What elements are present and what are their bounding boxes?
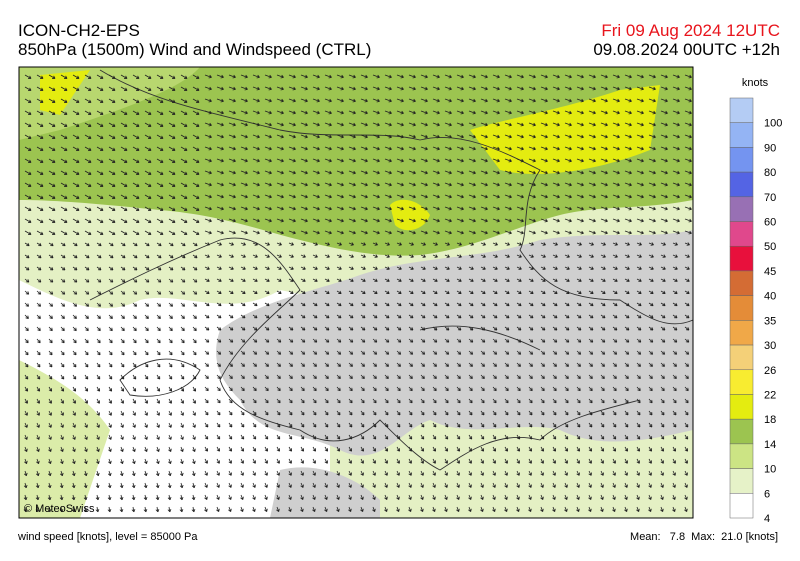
colorbar-label: 30 [764,340,776,352]
colorbar-label: 60 [764,217,776,229]
map: © MeteoSwiss [18,66,694,519]
colorbar-label: 45 [764,266,776,278]
colorbar-box [729,295,754,321]
model-name: ICON-CH2-EPS [18,21,140,40]
colorbar-box [729,171,754,198]
colorbar-label: 50 [764,241,776,253]
colorbar-box [729,270,754,296]
colorbar-box [729,122,754,148]
footer-stats: Mean: 7.8 Max: 21.0 [knots] [630,531,778,543]
colorbar-label: 100 [764,118,782,130]
colorbar-label: 26 [764,365,776,377]
footer-left: wind speed [knots], level = 85000 Pa [17,531,198,543]
colorbar-label: 4 [764,513,770,525]
colorbar-label: 80 [764,167,776,179]
colorbar-label: 35 [764,315,776,327]
colorbar-box [729,221,754,247]
colorbar-box [729,147,754,173]
colorbar-box [729,418,754,445]
colorbar-label: 10 [764,464,776,476]
colorbar: 100 90 80 70 60 50 45 40 35 30 26 22 18 14 10 6 4 [729,97,782,525]
copyright: © MeteoSwiss [24,503,95,515]
colorbar-box [729,97,754,123]
colorbar-box [729,196,754,222]
colorbar-box [729,443,754,469]
wind-arrows [23,74,692,513]
colorbar-label: 18 [764,414,776,426]
map-title: 850hPa (1500m) Wind and Windspeed (CTRL) [18,40,371,59]
colorbar-box [729,245,754,272]
run-time: 09.08.2024 00UTC +12h [593,40,780,59]
colorbar-label: 70 [764,192,776,204]
colorbar-label: 14 [764,439,776,451]
colorbar-label: 40 [764,291,776,303]
colorbar-label: 6 [764,488,770,500]
colorbar-box [729,394,754,420]
colorbar-label: 90 [764,142,776,154]
colorbar-box [729,369,754,395]
colorbar-box [729,344,754,371]
colorbar-box [729,468,754,494]
colorbar-box [729,493,754,519]
colorbar-label: 22 [764,389,776,401]
legend-unit: knots [742,77,769,89]
colorbar-box [729,320,754,346]
valid-time: Fri 09 Aug 2024 12UTC [601,21,780,40]
